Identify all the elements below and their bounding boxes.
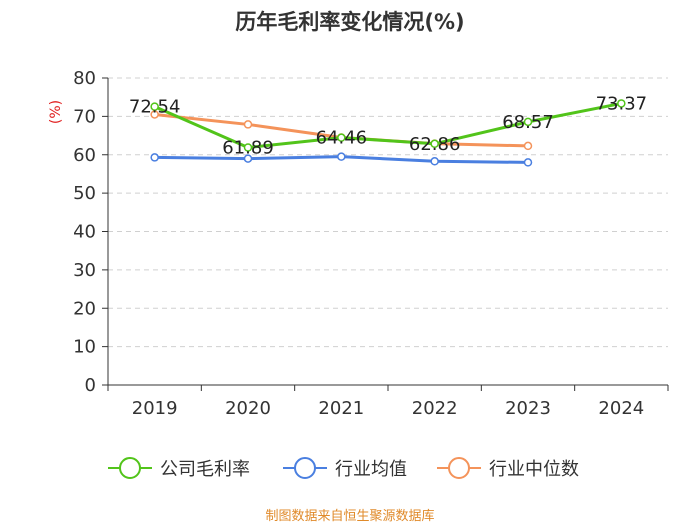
data-label: 73.37 xyxy=(596,93,648,114)
y-tick-label: 30 xyxy=(73,260,96,281)
data-label: 62.86 xyxy=(409,134,461,155)
series xyxy=(150,99,626,167)
axes: 0 10 20 30 40 50 60 70 80 2019 2020 2021 2022 2023 202… xyxy=(73,68,669,419)
data-point xyxy=(430,139,439,149)
data-point xyxy=(243,120,253,129)
series-line-0 xyxy=(154,101,622,149)
data-point xyxy=(337,133,346,142)
data-point xyxy=(243,154,253,163)
x-tick-label: 2019 xyxy=(132,398,178,419)
legend-swatch-marker xyxy=(294,457,316,479)
x-tick-label: 2024 xyxy=(598,398,644,419)
x-tick-label: 2020 xyxy=(225,398,271,419)
y-tick-label: 0 xyxy=(85,375,96,396)
y-tick-label: 10 xyxy=(73,337,96,358)
y-tick-label: 50 xyxy=(73,183,96,204)
data-point xyxy=(150,110,159,119)
y-tick-label: 70 xyxy=(73,106,96,127)
data-label: 61.89 xyxy=(222,137,274,158)
legend-swatch-marker xyxy=(119,457,141,479)
grid xyxy=(108,77,668,348)
data-label: 64.46 xyxy=(316,128,368,149)
legend-item[interactable]: 公司毛利率 xyxy=(108,457,250,480)
data-labels: 72.54 61.89 64.46 62.86 68.57 73.37 xyxy=(129,93,647,158)
data-point xyxy=(337,152,346,161)
x-tick-label: 2023 xyxy=(505,398,551,419)
legend: 公司毛利率 行业均值 行业中位数 xyxy=(108,457,579,480)
data-point xyxy=(430,157,439,166)
data-point xyxy=(523,117,533,127)
y-tick-label: 20 xyxy=(73,298,96,319)
legend-swatch-marker xyxy=(448,457,470,479)
x-tick-label: 2021 xyxy=(318,398,364,419)
data-point xyxy=(523,158,533,167)
y-axis-unit-label: (%) xyxy=(48,100,64,124)
legend-label: 行业中位数 xyxy=(489,459,579,480)
data-point xyxy=(150,102,159,111)
legend-label: 行业均值 xyxy=(335,459,407,480)
legend-label: 公司毛利率 xyxy=(160,459,250,480)
data-point xyxy=(150,153,159,162)
data-label: 72.54 xyxy=(129,97,181,118)
source-note: 制图数据来自恒生聚源数据库 xyxy=(265,508,434,524)
chart-title: 历年毛利率变化情况(%) xyxy=(235,10,464,34)
data-point xyxy=(523,141,533,151)
legend-item[interactable]: 行业均值 xyxy=(283,457,407,480)
data-point xyxy=(617,99,626,108)
y-tick-label: 80 xyxy=(73,68,96,89)
y-tick-label: 60 xyxy=(73,145,96,166)
x-tick-label: 2022 xyxy=(412,398,458,419)
y-tick-label: 40 xyxy=(73,222,96,243)
legend-item[interactable]: 行业中位数 xyxy=(437,457,579,480)
data-point xyxy=(243,143,253,152)
data-label: 68.57 xyxy=(502,112,554,133)
